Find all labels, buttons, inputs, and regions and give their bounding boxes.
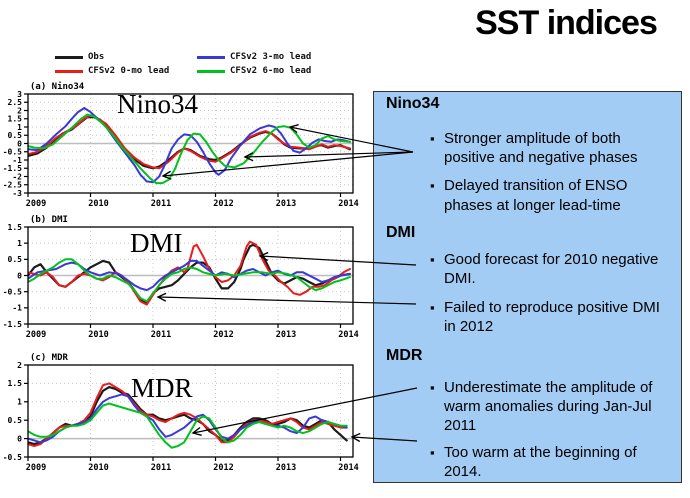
notes-heading-mdr: MDR bbox=[386, 346, 423, 364]
y-tick-label: 2 bbox=[17, 106, 22, 115]
x-tick-label: 2012 bbox=[213, 330, 233, 340]
x-tick-label: 2013 bbox=[276, 330, 296, 340]
y-tick-label: -1 bbox=[12, 304, 22, 313]
note-bullet: Too warm at the beginning of 2014. bbox=[374, 443, 682, 481]
y-tick-label: -2 bbox=[12, 172, 22, 181]
y-tick-label: 1.5 bbox=[8, 379, 23, 388]
note-bullet: Delayed transition of ENSO phases at lon… bbox=[374, 176, 682, 214]
inset-title-mdr: MDR bbox=[131, 373, 193, 403]
series-dmi-lead6 bbox=[28, 258, 351, 303]
x-tick-label: 2012 bbox=[213, 463, 233, 473]
y-tick-label: 0.5 bbox=[8, 255, 23, 264]
x-tick-label: 2014 bbox=[338, 199, 358, 209]
x-tick-label: 2009 bbox=[26, 330, 46, 340]
x-tick-label: 2009 bbox=[26, 199, 46, 209]
notes-panel: Nino34 Stronger amplitude of both positi… bbox=[373, 91, 682, 483]
x-tick-label: 2010 bbox=[88, 463, 108, 473]
y-tick-label: 0.5 bbox=[8, 416, 23, 425]
y-tick-label: 0 bbox=[17, 434, 22, 443]
lead6-line-swatch bbox=[197, 69, 225, 73]
page-title: SST indices bbox=[475, 4, 658, 42]
chart-nino34: -3-2.5-2-1.5-1-0.500.511.522.53 2009 2010 2… bbox=[3, 81, 359, 209]
y-tick-label: -1.5 bbox=[3, 164, 22, 173]
y-tick-label: 1.5 bbox=[8, 115, 23, 124]
note-bullet: Good forecast for 2010 negative DMI. bbox=[374, 250, 682, 288]
y-tick-label: -1 bbox=[12, 156, 22, 165]
x-tick-label: 2011 bbox=[151, 199, 171, 209]
x-tick-label: 2014 bbox=[338, 463, 358, 473]
y-tick-label: -1.5 bbox=[3, 320, 22, 329]
series-dmi-lead0 bbox=[28, 240, 351, 306]
inset-title-dmi: DMI bbox=[130, 228, 183, 258]
series-mdr-lead0 bbox=[28, 382, 348, 447]
note-bullet: Failed to reproduce positive DMI in 2012 bbox=[374, 298, 682, 336]
legend-item-0mo: CFSv2 0-mo lead bbox=[55, 65, 169, 77]
lead0-line-swatch bbox=[55, 69, 83, 73]
series-nino34-lead6 bbox=[28, 113, 351, 185]
x-tick-label: 2010 bbox=[88, 330, 108, 340]
notes-heading-dmi: DMI bbox=[386, 223, 416, 241]
x-tick-label: 2013 bbox=[276, 199, 296, 209]
y-tick-label: 3 bbox=[17, 90, 22, 99]
y-tick-label: 2.5 bbox=[8, 98, 23, 107]
note-bullet: Stronger amplitude of both positive and … bbox=[374, 129, 682, 167]
y-tick-label: -0.5 bbox=[3, 287, 22, 296]
legend-item-6mo: CFSv2 6-mo lead bbox=[197, 65, 311, 77]
x-tick-label: 2009 bbox=[26, 463, 46, 473]
y-tick-label: 0.5 bbox=[8, 131, 23, 140]
y-tick-label: 1.5 bbox=[8, 223, 23, 232]
legend-label: Obs bbox=[88, 52, 105, 62]
y-tick-label: -0.5 bbox=[3, 148, 22, 157]
series-dmi-lead3 bbox=[28, 259, 351, 292]
y-tick-label: -2.5 bbox=[3, 181, 22, 190]
plot-frame bbox=[27, 226, 354, 325]
series-dmi-obs bbox=[28, 243, 351, 305]
note-bullet: Underestimate the amplitude of warm anom… bbox=[374, 378, 682, 436]
x-tick-label: 2012 bbox=[213, 199, 233, 209]
y-tick-label: 2 bbox=[17, 361, 22, 370]
y-tick-label: -0.5 bbox=[3, 453, 22, 462]
series-nino34-lead3 bbox=[28, 107, 351, 184]
x-tick-label: 2014 bbox=[338, 330, 358, 340]
y-tick-label: 1 bbox=[17, 123, 22, 132]
panel-label-mdr: (c) MDR bbox=[30, 353, 69, 363]
x-tick-label: 2011 bbox=[151, 463, 171, 473]
lead3-line-swatch bbox=[197, 55, 225, 59]
legend-item-3mo: CFSv2 3-mo lead bbox=[197, 51, 311, 63]
panel-label-nino34: (a) Nino34 bbox=[30, 81, 85, 92]
inset-title-nino34: Nino34 bbox=[117, 89, 199, 119]
legend-label: CFSv2 6-mo lead bbox=[230, 66, 312, 76]
y-tick-label: 0 bbox=[17, 139, 22, 148]
y-tick-label: 0 bbox=[17, 271, 22, 280]
legend-item-obs: Obs bbox=[55, 51, 104, 63]
y-tick-label: 1 bbox=[17, 398, 22, 407]
series-nino34-obs bbox=[28, 115, 351, 170]
series-mdr-lead6 bbox=[28, 402, 348, 449]
series-mdr-lead3 bbox=[28, 393, 348, 444]
y-tick-label: 1 bbox=[17, 239, 22, 248]
x-tick-label: 2010 bbox=[88, 199, 108, 209]
legend-label: CFSv2 3-mo lead bbox=[230, 52, 312, 62]
plot-frame bbox=[27, 364, 354, 458]
notes-heading-nino34: Nino34 bbox=[386, 95, 440, 112]
x-tick-label: 2013 bbox=[276, 463, 296, 473]
obs-line-swatch bbox=[55, 55, 83, 59]
legend-label: CFSv2 0-mo lead bbox=[88, 66, 170, 76]
x-tick-label: 2011 bbox=[151, 330, 171, 340]
chart-mdr: -0.5 0 0.5 1 1.5 2 2009 2010 2011 2012 2013 2014 (c)… bbox=[3, 353, 359, 473]
chart-dmi: -1.5 -1 -0.5 0 0.5 1 1.5 2009 2010 2011 2012 2013 20… bbox=[3, 215, 359, 340]
series-mdr-obs bbox=[28, 386, 348, 446]
panel-label-dmi: (b) DMI bbox=[30, 215, 68, 225]
y-tick-label: -3 bbox=[12, 189, 22, 198]
series-nino34-lead0 bbox=[28, 114, 351, 170]
plot-frame bbox=[27, 93, 354, 194]
